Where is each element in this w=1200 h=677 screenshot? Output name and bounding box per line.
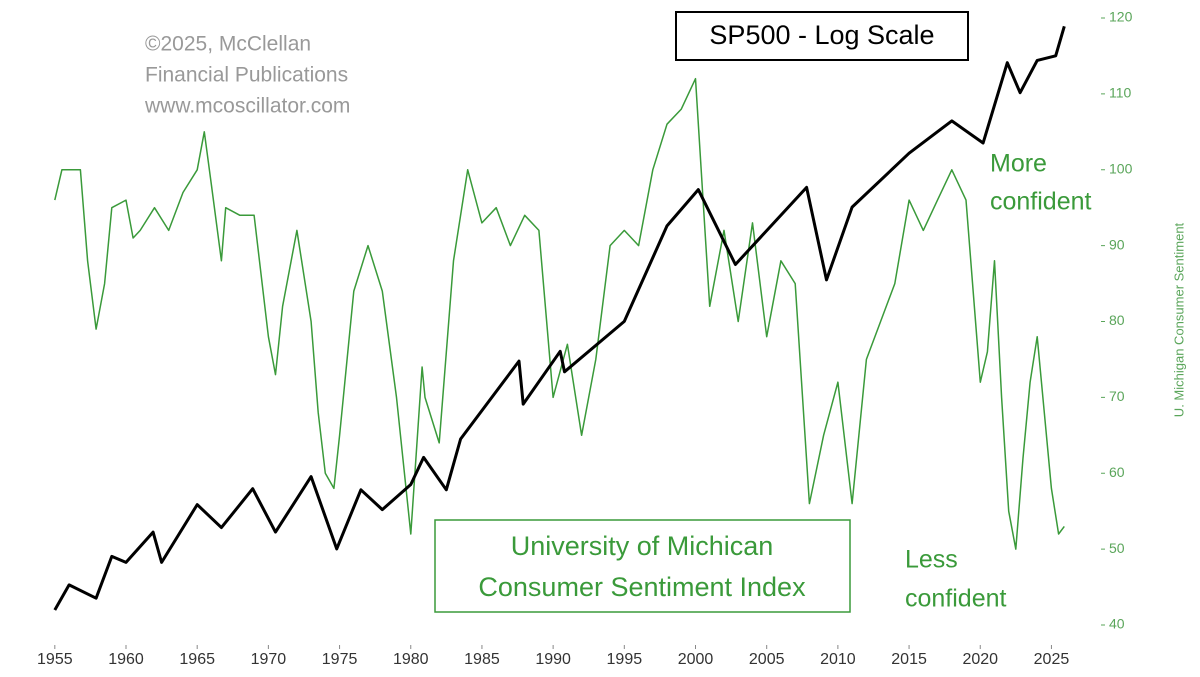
x-tick-label: 2000 xyxy=(678,651,714,668)
x-tick-label: 1980 xyxy=(393,651,429,668)
y2-tick-label: 90 xyxy=(1109,236,1125,252)
sp500-line xyxy=(53,25,1066,611)
x-tick-label: 2010 xyxy=(820,651,856,668)
y2-axis-label: U. Michigan Consumer Sentiment xyxy=(1171,222,1186,417)
upper-note: More xyxy=(990,150,1047,178)
y2-tick-label: 40 xyxy=(1109,616,1125,632)
x-tick-label: 1975 xyxy=(322,651,358,668)
index-label: University of Michican xyxy=(511,531,774,561)
y2-tick-label: 50 xyxy=(1109,540,1125,556)
x-tick-label: 2025 xyxy=(1034,651,1070,668)
x-tick-label: 1990 xyxy=(535,651,571,668)
index-label: Consumer Sentiment Index xyxy=(478,572,806,602)
x-tick-label: 1985 xyxy=(464,651,500,668)
credit: ©2025, McClellan xyxy=(145,33,311,56)
sentiment-line xyxy=(54,77,1065,550)
lower-note: Less xyxy=(905,546,958,574)
y2-tick-label: 100 xyxy=(1109,160,1133,176)
x-tick-label: 1965 xyxy=(179,651,215,668)
index-box xyxy=(434,519,851,613)
upper-note: confident xyxy=(990,188,1092,216)
x-tick-label: 1995 xyxy=(607,651,643,668)
x-tick-label: 1960 xyxy=(108,651,144,668)
x-tick-label: 2005 xyxy=(749,651,785,668)
title-box xyxy=(675,11,969,61)
chart-title: SP500 - Log Scale xyxy=(709,20,934,50)
y2-tick-label: 80 xyxy=(1109,312,1125,328)
x-tick-label: 1955 xyxy=(37,651,73,668)
x-tick-label: 2020 xyxy=(962,651,998,668)
y2-tick-label: 120 xyxy=(1109,9,1133,25)
credit: www.mcoscillator.com xyxy=(144,95,350,118)
lower-note: confident xyxy=(905,585,1007,613)
credit: Financial Publications xyxy=(145,64,348,87)
x-tick-label: 2015 xyxy=(891,651,927,668)
x-tick-label: 1970 xyxy=(251,651,287,668)
y2-tick-label: 60 xyxy=(1109,464,1125,480)
y2-tick-label: 70 xyxy=(1109,388,1125,404)
y2-tick-label: 110 xyxy=(1109,85,1132,101)
